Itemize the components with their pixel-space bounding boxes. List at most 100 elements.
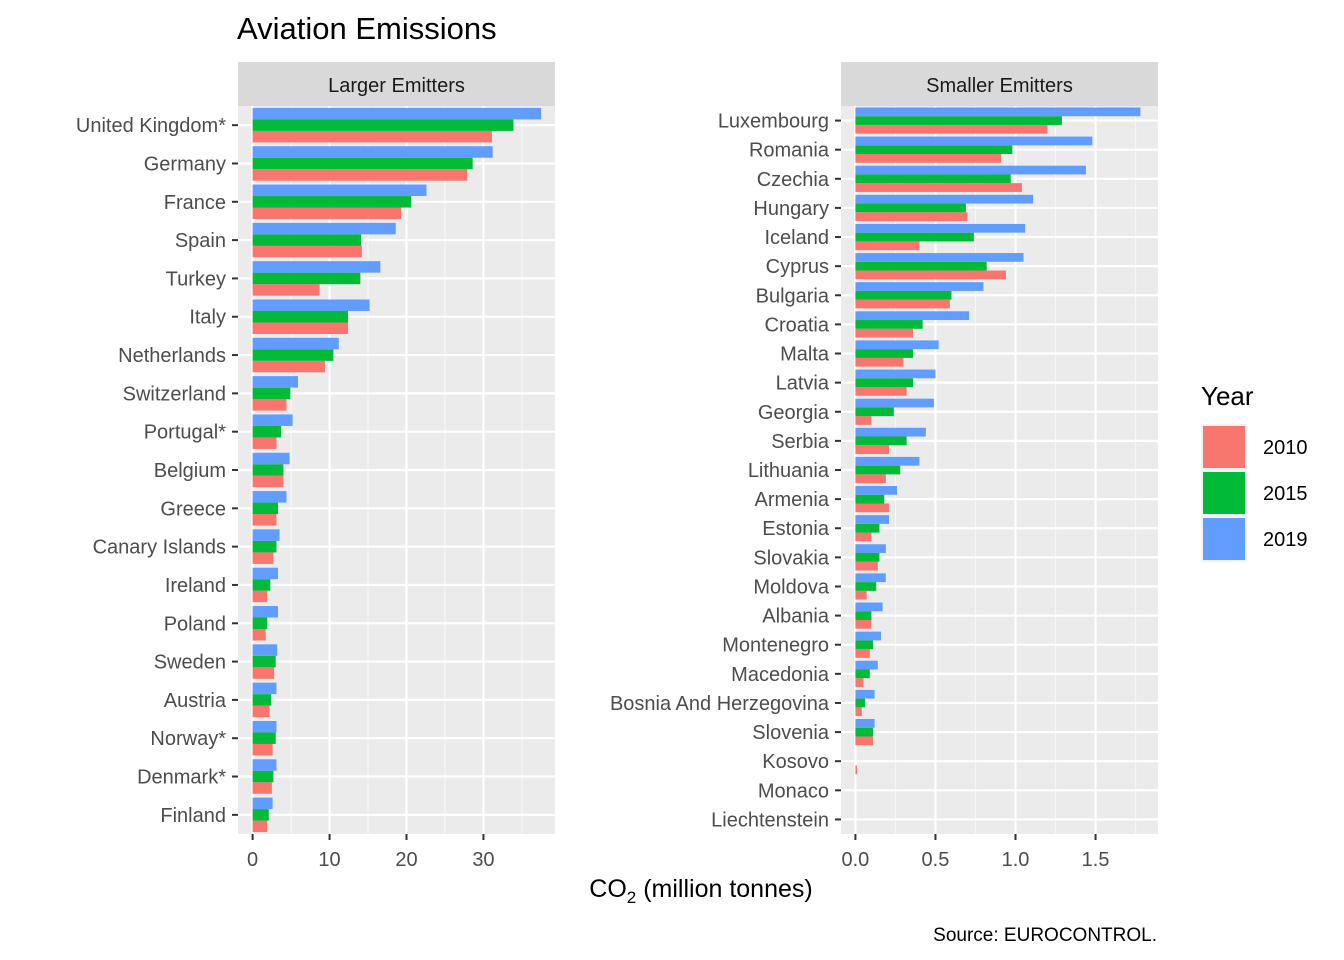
bar-austria-2019 [252, 682, 277, 695]
facet-panel-smaller-emitters: Smaller Emitters 0.0 0.5 1.0 1.5 Liechtenstei… [610, 62, 1158, 871]
facet-strip [238, 62, 555, 106]
bar-belgium-2015 [252, 464, 284, 476]
bar-switzerland-2019 [252, 376, 299, 388]
bar-ireland-2019 [252, 567, 279, 580]
bar-slovenia-2010 [855, 736, 874, 746]
category-label-ireland: Ireland [165, 575, 226, 597]
bar-sweden-2010 [252, 667, 275, 679]
bar-netherlands-2010 [252, 360, 325, 373]
bar-finland-2015 [252, 809, 269, 821]
category-label-norway: Norway* [150, 728, 226, 750]
x-tick-label: 30 [472, 849, 494, 871]
bar-portugal-2010 [252, 437, 277, 449]
bar-romania-2019 [855, 136, 1093, 146]
category-label-slovenia: Slovenia [752, 722, 830, 744]
category-label-liechtenstein: Liechtenstein [711, 809, 829, 831]
bar-armenia-2019 [855, 486, 898, 495]
bar-cyprus-2010 [855, 270, 1006, 280]
bar-poland-2015 [252, 617, 268, 630]
bar-hungary-2015 [855, 203, 966, 213]
bar-croatia-2019 [855, 311, 970, 321]
category-label-croatia: Croatia [765, 314, 830, 336]
bar-spain-2015 [252, 234, 362, 246]
category-label-monaco: Monaco [758, 780, 829, 802]
bar-czechia-2015 [855, 174, 1011, 184]
bar-armenia-2010 [855, 503, 890, 513]
bar-slovenia-2015 [855, 727, 874, 737]
bar-georgia-2019 [855, 398, 934, 408]
bar-luxembourg-2015 [855, 116, 1062, 125]
bar-estonia-2015 [855, 523, 880, 533]
bar-spain-2010 [252, 245, 362, 258]
bar-france-2019 [252, 184, 427, 197]
category-label-spain: Spain [175, 230, 226, 252]
x-tick-label: 0.0 [842, 849, 870, 871]
bar-ireland-2010 [252, 590, 268, 603]
category-label-romania: Romania [749, 140, 830, 162]
category-label-germany: Germany [144, 153, 226, 175]
bar-romania-2010 [855, 154, 1002, 163]
bar-bosnia-and-herzegovina-2010 [855, 707, 862, 717]
bar-sweden-2019 [252, 644, 278, 656]
category-label-sweden: Sweden [154, 652, 226, 674]
bar-moldova-2010 [855, 590, 867, 600]
bar-latvia-2019 [855, 369, 936, 379]
bar-france-2015 [252, 196, 412, 208]
bar-croatia-2015 [855, 320, 923, 329]
bar-germany-2010 [252, 169, 468, 181]
legend-swatch-2015 [1203, 472, 1245, 514]
bar-bulgaria-2010 [855, 299, 950, 309]
bar-czechia-2019 [855, 165, 1086, 175]
bar-belgium-2019 [252, 452, 290, 465]
bar-germany-2019 [252, 146, 493, 158]
category-label-cyprus: Cyprus [766, 256, 829, 278]
bar-cyprus-2015 [855, 261, 987, 271]
bar-moldova-2015 [855, 582, 877, 591]
bar-malta-2015 [855, 349, 914, 358]
bar-malta-2019 [855, 340, 939, 350]
bar-cyprus-2019 [855, 253, 1024, 262]
bar-czechia-2010 [855, 183, 1022, 192]
bar-italy-2010 [252, 322, 349, 334]
category-label-montenegro: Montenegro [722, 635, 829, 657]
bar-macedonia-2010 [855, 678, 864, 687]
bar-latvia-2015 [855, 378, 914, 388]
bar-turkey-2015 [252, 272, 361, 285]
bar-sweden-2015 [252, 655, 276, 668]
category-label-portugal: Portugal* [144, 422, 226, 444]
category-label-poland: Poland [164, 613, 226, 635]
bar-slovakia-2015 [855, 552, 880, 562]
bar-austria-2015 [252, 694, 272, 706]
category-label-macedonia: Macedonia [731, 664, 830, 686]
category-label-denmark: Denmark* [137, 767, 226, 789]
bar-united-kingdom-2010 [252, 130, 492, 143]
bar-finland-2010 [252, 820, 268, 833]
category-label-belgium: Belgium [154, 460, 226, 482]
bar-slovakia-2010 [855, 561, 878, 571]
bar-norway-2019 [252, 720, 277, 733]
bar-malta-2010 [855, 357, 904, 367]
bar-lithuania-2019 [855, 456, 920, 466]
facet-label: Larger Emitters [328, 75, 465, 97]
chart-title: Aviation Emissions [237, 11, 497, 46]
category-label-france: France [164, 192, 226, 214]
bar-united-kingdom-2019 [252, 107, 542, 120]
bar-greece-2019 [252, 491, 287, 503]
bar-norway-2015 [252, 732, 276, 744]
category-label-luxembourg: Luxembourg [718, 111, 829, 133]
bar-serbia-2019 [855, 427, 926, 437]
bar-albania-2015 [855, 611, 872, 620]
source-caption: Source: EUROCONTROL. [933, 925, 1157, 946]
facet-panel-larger-emitters: Larger Emitters 0 10 20 30 Finland Denmark* Nor… [76, 62, 555, 871]
bar-switzerland-2015 [252, 387, 291, 400]
bar-denmark-2019 [252, 759, 277, 771]
category-label-serbia: Serbia [771, 431, 830, 453]
facet-label: Smaller Emitters [926, 75, 1073, 97]
category-label-slovakia: Slovakia [753, 547, 829, 569]
bar-slovenia-2019 [855, 718, 875, 728]
x-axis-title-main: CO [589, 875, 627, 903]
bar-estonia-2010 [855, 532, 872, 542]
bar-france-2010 [252, 207, 402, 220]
category-label-italy: Italy [189, 307, 226, 329]
bar-canary-islands-2015 [252, 540, 277, 553]
